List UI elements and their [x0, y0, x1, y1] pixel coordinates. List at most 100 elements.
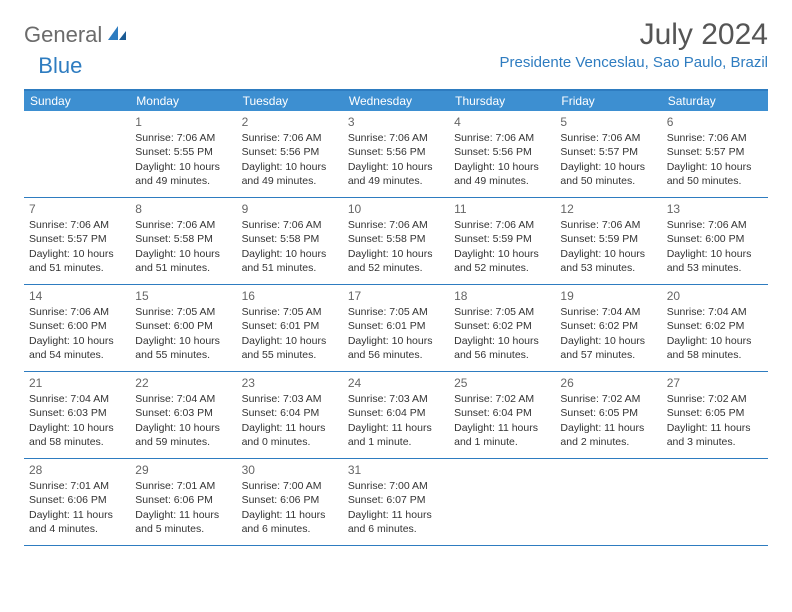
sunrise-line: Sunrise: 7:03 AM: [348, 392, 444, 406]
day-header-saturday: Saturday: [662, 91, 768, 111]
sunset-line: Sunset: 6:00 PM: [135, 319, 231, 333]
day-cell: [662, 459, 768, 545]
day-number: 22: [135, 375, 231, 391]
day-number: 17: [348, 288, 444, 304]
week-row: 21Sunrise: 7:04 AMSunset: 6:03 PMDayligh…: [24, 372, 768, 459]
day-cell: 20Sunrise: 7:04 AMSunset: 6:02 PMDayligh…: [662, 285, 768, 371]
sunset-line: Sunset: 6:04 PM: [348, 406, 444, 420]
daylight-line: Daylight: 10 hours and 52 minutes.: [454, 247, 550, 275]
day-number: 1: [135, 114, 231, 130]
day-number: 23: [242, 375, 338, 391]
daylight-line: Daylight: 11 hours and 0 minutes.: [242, 421, 338, 449]
daylight-line: Daylight: 10 hours and 56 minutes.: [454, 334, 550, 362]
day-cell: 17Sunrise: 7:05 AMSunset: 6:01 PMDayligh…: [343, 285, 449, 371]
day-cell: 22Sunrise: 7:04 AMSunset: 6:03 PMDayligh…: [130, 372, 236, 458]
daylight-line: Daylight: 10 hours and 55 minutes.: [135, 334, 231, 362]
sunset-line: Sunset: 6:02 PM: [454, 319, 550, 333]
daylight-line: Daylight: 10 hours and 51 minutes.: [29, 247, 125, 275]
day-number: 8: [135, 201, 231, 217]
sunrise-line: Sunrise: 7:00 AM: [348, 479, 444, 493]
sunset-line: Sunset: 6:06 PM: [135, 493, 231, 507]
daylight-line: Daylight: 10 hours and 56 minutes.: [348, 334, 444, 362]
daylight-line: Daylight: 10 hours and 51 minutes.: [242, 247, 338, 275]
day-number: 31: [348, 462, 444, 478]
day-header-row: Sunday Monday Tuesday Wednesday Thursday…: [24, 91, 768, 111]
day-number: 10: [348, 201, 444, 217]
sunrise-line: Sunrise: 7:06 AM: [560, 218, 656, 232]
sunrise-line: Sunrise: 7:06 AM: [560, 131, 656, 145]
day-number: 13: [667, 201, 763, 217]
sunset-line: Sunset: 6:00 PM: [667, 232, 763, 246]
sunrise-line: Sunrise: 7:00 AM: [242, 479, 338, 493]
sunrise-line: Sunrise: 7:06 AM: [135, 218, 231, 232]
sunset-line: Sunset: 5:56 PM: [242, 145, 338, 159]
daylight-line: Daylight: 10 hours and 53 minutes.: [560, 247, 656, 275]
sunset-line: Sunset: 6:04 PM: [242, 406, 338, 420]
day-cell: 27Sunrise: 7:02 AMSunset: 6:05 PMDayligh…: [662, 372, 768, 458]
sunrise-line: Sunrise: 7:06 AM: [348, 131, 444, 145]
day-header-tuesday: Tuesday: [237, 91, 343, 111]
day-cell: 11Sunrise: 7:06 AMSunset: 5:59 PMDayligh…: [449, 198, 555, 284]
sunset-line: Sunset: 6:05 PM: [560, 406, 656, 420]
day-header-friday: Friday: [555, 91, 661, 111]
sunrise-line: Sunrise: 7:06 AM: [348, 218, 444, 232]
sunset-line: Sunset: 6:06 PM: [242, 493, 338, 507]
weeks-container: 1Sunrise: 7:06 AMSunset: 5:55 PMDaylight…: [24, 111, 768, 546]
sunrise-line: Sunrise: 7:06 AM: [242, 131, 338, 145]
sunrise-line: Sunrise: 7:06 AM: [454, 218, 550, 232]
day-number: 2: [242, 114, 338, 130]
day-cell: 5Sunrise: 7:06 AMSunset: 5:57 PMDaylight…: [555, 111, 661, 197]
daylight-line: Daylight: 11 hours and 4 minutes.: [29, 508, 125, 536]
sunset-line: Sunset: 5:56 PM: [348, 145, 444, 159]
day-cell: 4Sunrise: 7:06 AMSunset: 5:56 PMDaylight…: [449, 111, 555, 197]
day-number: 5: [560, 114, 656, 130]
day-cell: 30Sunrise: 7:00 AMSunset: 6:06 PMDayligh…: [237, 459, 343, 545]
week-row: 28Sunrise: 7:01 AMSunset: 6:06 PMDayligh…: [24, 459, 768, 546]
day-header-monday: Monday: [130, 91, 236, 111]
daylight-line: Daylight: 11 hours and 2 minutes.: [560, 421, 656, 449]
day-number: 18: [454, 288, 550, 304]
day-number: 14: [29, 288, 125, 304]
day-cell: 31Sunrise: 7:00 AMSunset: 6:07 PMDayligh…: [343, 459, 449, 545]
sunrise-line: Sunrise: 7:01 AM: [29, 479, 125, 493]
sunrise-line: Sunrise: 7:06 AM: [667, 218, 763, 232]
sunrise-line: Sunrise: 7:06 AM: [29, 305, 125, 319]
month-title: July 2024: [500, 18, 769, 52]
sunrise-line: Sunrise: 7:02 AM: [667, 392, 763, 406]
week-row: 7Sunrise: 7:06 AMSunset: 5:57 PMDaylight…: [24, 198, 768, 285]
day-cell: 25Sunrise: 7:02 AMSunset: 6:04 PMDayligh…: [449, 372, 555, 458]
day-header-thursday: Thursday: [449, 91, 555, 111]
day-number: 16: [242, 288, 338, 304]
day-cell: 7Sunrise: 7:06 AMSunset: 5:57 PMDaylight…: [24, 198, 130, 284]
sunset-line: Sunset: 5:57 PM: [29, 232, 125, 246]
sunset-line: Sunset: 5:58 PM: [348, 232, 444, 246]
daylight-line: Daylight: 10 hours and 54 minutes.: [29, 334, 125, 362]
sunrise-line: Sunrise: 7:06 AM: [29, 218, 125, 232]
logo-text-blue: Blue: [38, 53, 82, 79]
day-cell: 29Sunrise: 7:01 AMSunset: 6:06 PMDayligh…: [130, 459, 236, 545]
week-row: 1Sunrise: 7:06 AMSunset: 5:55 PMDaylight…: [24, 111, 768, 198]
sunset-line: Sunset: 5:59 PM: [454, 232, 550, 246]
day-number: 3: [348, 114, 444, 130]
day-cell: 16Sunrise: 7:05 AMSunset: 6:01 PMDayligh…: [237, 285, 343, 371]
daylight-line: Daylight: 10 hours and 49 minutes.: [348, 160, 444, 188]
day-number: 27: [667, 375, 763, 391]
day-cell: 8Sunrise: 7:06 AMSunset: 5:58 PMDaylight…: [130, 198, 236, 284]
sunrise-line: Sunrise: 7:04 AM: [667, 305, 763, 319]
day-cell: [555, 459, 661, 545]
day-number: 21: [29, 375, 125, 391]
sunset-line: Sunset: 5:58 PM: [135, 232, 231, 246]
sunset-line: Sunset: 6:01 PM: [348, 319, 444, 333]
day-cell: 3Sunrise: 7:06 AMSunset: 5:56 PMDaylight…: [343, 111, 449, 197]
sunrise-line: Sunrise: 7:01 AM: [135, 479, 231, 493]
day-cell: 14Sunrise: 7:06 AMSunset: 6:00 PMDayligh…: [24, 285, 130, 371]
sunrise-line: Sunrise: 7:06 AM: [667, 131, 763, 145]
day-cell: 10Sunrise: 7:06 AMSunset: 5:58 PMDayligh…: [343, 198, 449, 284]
day-cell: [449, 459, 555, 545]
day-number: 26: [560, 375, 656, 391]
daylight-line: Daylight: 11 hours and 3 minutes.: [667, 421, 763, 449]
sunrise-line: Sunrise: 7:04 AM: [560, 305, 656, 319]
day-cell: 13Sunrise: 7:06 AMSunset: 6:00 PMDayligh…: [662, 198, 768, 284]
daylight-line: Daylight: 10 hours and 55 minutes.: [242, 334, 338, 362]
daylight-line: Daylight: 10 hours and 49 minutes.: [454, 160, 550, 188]
